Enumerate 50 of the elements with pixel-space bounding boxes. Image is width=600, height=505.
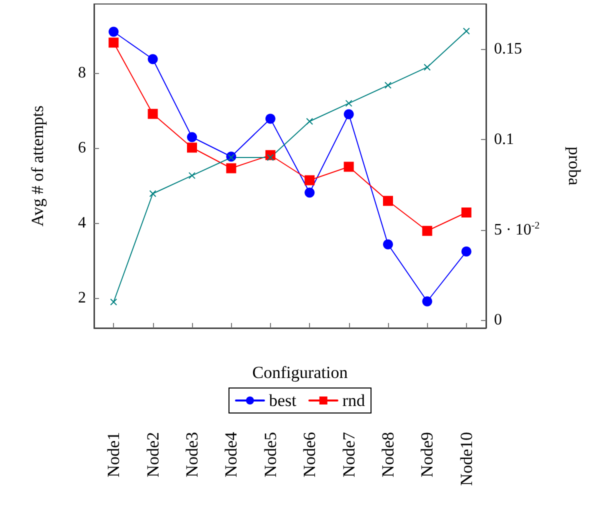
y-tick-label: 4 — [78, 214, 86, 232]
point — [108, 26, 119, 37]
point — [383, 239, 393, 250]
x-tick-label: Node6 — [300, 432, 320, 478]
y-axis-title: Avg # of attempts — [28, 105, 47, 227]
point — [344, 162, 354, 172]
point — [306, 118, 314, 125]
point — [148, 54, 158, 64]
y2-tick-label: 0.1 — [494, 130, 514, 148]
x-tick-label: Node2 — [143, 432, 162, 478]
point — [304, 188, 315, 198]
x-tick-label: Node10 — [456, 432, 476, 486]
point — [266, 154, 274, 162]
x-tick-label: Node8 — [378, 432, 398, 478]
point — [188, 172, 196, 180]
x-tick-label: Node7 — [339, 432, 358, 478]
legend-label: best — [268, 391, 297, 410]
x-tick-label: Node3 — [182, 432, 202, 478]
point — [422, 296, 432, 306]
point — [187, 142, 197, 153]
point — [344, 109, 354, 120]
point — [110, 298, 118, 306]
point — [424, 64, 431, 71]
point — [384, 82, 392, 89]
point — [149, 190, 156, 198]
point — [462, 28, 470, 35]
legend-label: rnd — [342, 391, 366, 410]
point — [108, 38, 119, 48]
point — [228, 154, 235, 162]
x-tick-label: Node9 — [418, 432, 437, 478]
point — [461, 246, 472, 256]
y-tick-label: 8 — [78, 64, 86, 82]
y2-tick-label: 0.15 — [494, 40, 522, 58]
point — [226, 163, 236, 174]
point — [187, 132, 197, 142]
point — [148, 108, 158, 119]
y2-axis-title: proba — [565, 146, 584, 186]
y-tick-label: 2 — [78, 290, 86, 306]
point — [383, 196, 393, 206]
x-tick-label: Node5 — [260, 432, 280, 478]
y-tick-label: 6 — [78, 140, 86, 156]
point — [422, 226, 432, 236]
point — [345, 100, 352, 107]
point — [265, 114, 276, 124]
y2-tick-label: 0 — [494, 312, 502, 329]
x-tick-label: Node4 — [222, 432, 241, 478]
point — [461, 208, 472, 218]
x-axis-title: Configuration — [252, 363, 348, 382]
point — [304, 175, 315, 186]
x-tick-label: Node1 — [104, 432, 124, 478]
